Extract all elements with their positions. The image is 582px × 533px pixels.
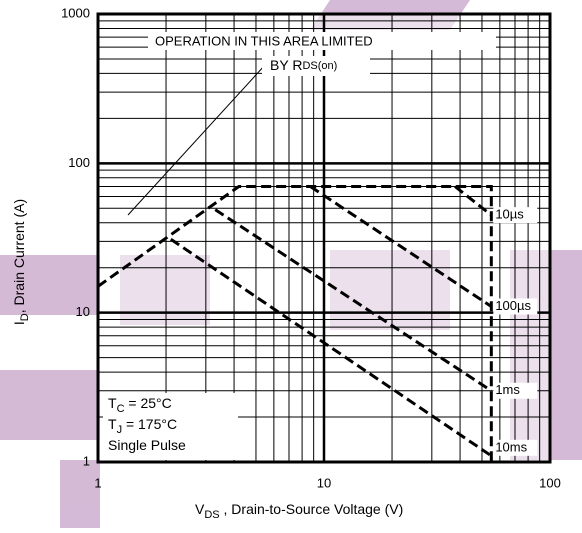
- condition-text-main: Single Pulse: [108, 437, 186, 453]
- watermark-shape: [60, 460, 100, 528]
- series-label: 1ms: [495, 382, 520, 397]
- condition-text-rest: = 175°C: [122, 416, 177, 432]
- x-tick-label: 10: [317, 475, 331, 490]
- limit-line: [169, 238, 493, 458]
- annotation-text: BY R: [270, 57, 302, 73]
- annotation-background: [148, 32, 496, 50]
- series-label-background: [493, 207, 538, 224]
- y-tick-label: 1: [83, 453, 90, 468]
- annotation-background: [262, 56, 370, 76]
- plot-frame: [96, 12, 552, 464]
- condition-text-rest: = 25°C: [125, 395, 172, 411]
- y-tick-label: 1000: [61, 5, 90, 20]
- series-label-background: [493, 298, 538, 315]
- condition-text-sub: C: [117, 403, 125, 415]
- conditions-background: [103, 393, 238, 460]
- condition-text: Single Pulse: [108, 437, 186, 453]
- limit-line: [454, 185, 493, 217]
- annotation-text: OPERATION IN THIS AREA LIMITED: [155, 33, 373, 48]
- series-label-background: [493, 439, 538, 456]
- annotation-pointer: [127, 64, 266, 216]
- series-label: 10µs: [495, 207, 524, 222]
- y-axis-label: ID, Drain Current (A): [11, 199, 31, 325]
- condition-text: TC = 25°C: [108, 395, 172, 415]
- condition-text-main: T: [108, 395, 117, 411]
- series-label: 100µs: [495, 298, 531, 313]
- watermark-shape: [0, 255, 100, 315]
- x-tick-label: 1: [94, 475, 101, 490]
- condition-text-sub: J: [117, 424, 123, 436]
- annotation-subscript: DS(on): [302, 60, 337, 72]
- y-tick-label: 10: [76, 304, 90, 319]
- annotation-text: BY RDS(on): [270, 57, 337, 73]
- limit-line: [214, 208, 493, 393]
- y-axis-label-rest: , Drain Current (A): [11, 199, 27, 313]
- condition-text-main: T: [108, 416, 117, 432]
- series-label: 10ms: [495, 439, 527, 454]
- limit-line: [309, 185, 493, 308]
- y-axis-label-sub: D: [19, 313, 31, 321]
- x-axis-label: VDS , Drain-to-Source Voltage (V): [195, 501, 403, 521]
- y-tick-label: 100: [68, 155, 90, 170]
- y-axis-label-main: I: [11, 321, 27, 325]
- x-axis-label-rest: , Drain-to-Source Voltage (V): [220, 501, 404, 517]
- x-tick-label: 100: [539, 475, 561, 490]
- watermark-shape: [0, 370, 100, 440]
- condition-text: TJ = 175°C: [108, 416, 177, 436]
- series-label-background: [493, 382, 538, 399]
- limit-line: [97, 184, 493, 462]
- x-axis-label-sub: DS: [204, 509, 219, 521]
- x-axis-label-main: V: [195, 501, 205, 517]
